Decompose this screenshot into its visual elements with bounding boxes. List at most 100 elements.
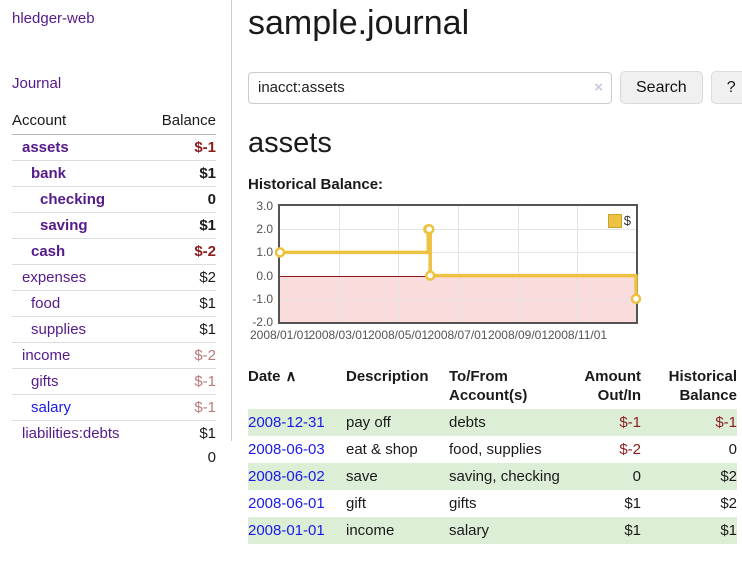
transaction-description: eat & shop — [346, 441, 418, 458]
account-link-salary[interactable]: salary — [31, 399, 72, 416]
transaction-balance: $1 — [720, 522, 737, 539]
account-link-liabilities-debts[interactable]: liabilities:debts — [22, 425, 120, 442]
main-content: sample.journal × Search ? assets Histori… — [232, 0, 742, 544]
account-link-saving[interactable]: saving — [40, 217, 88, 234]
account-link-bank[interactable]: bank — [31, 165, 67, 182]
horizontal-gridline — [280, 229, 636, 231]
account-balance: $1 — [147, 420, 216, 446]
account-link-cash[interactable]: cash — [31, 243, 66, 260]
register-header-date[interactable]: Date ∧ — [248, 365, 346, 409]
transaction-date-link[interactable]: 2008-12-31 — [248, 414, 325, 431]
legend-series-label: $ — [623, 213, 631, 228]
search-field-wrap: × — [248, 71, 612, 104]
data-point-marker — [630, 293, 642, 305]
transaction-accounts: gifts — [449, 495, 477, 512]
account-row: cash $-2 — [12, 238, 216, 265]
x-axis-label: 2008/07/01 — [427, 328, 488, 342]
register-header-date-label: Date — [248, 368, 281, 385]
vertical-gridline — [577, 206, 579, 322]
transaction-amount: $1 — [624, 495, 641, 512]
account-link-expenses[interactable]: expenses — [22, 269, 87, 286]
transaction-balance: $2 — [720, 495, 737, 512]
account-name-cell: food — [12, 290, 148, 317]
horizontal-gridline — [280, 252, 636, 254]
data-point-marker — [423, 223, 435, 235]
transaction-date-link[interactable]: 2008-06-01 — [248, 495, 325, 512]
register-table: Date ∧ Description To/From Account(s) Amo… — [248, 365, 737, 544]
account-balance: $-1 — [194, 139, 216, 156]
account-link-income[interactable]: income — [22, 347, 71, 364]
account-name-cell: salary — [12, 394, 148, 421]
account-link-assets[interactable]: assets — [22, 139, 69, 156]
sort-asc-icon: ∧ — [285, 368, 297, 385]
transaction-date-cell: 2008-12-31 — [248, 409, 346, 436]
account-balance: $1 — [147, 316, 216, 343]
account-balance: $2 — [147, 264, 216, 291]
transaction-description: gift — [346, 495, 367, 512]
account-balance: $-1 — [147, 394, 216, 421]
transaction-balance: $2 — [720, 468, 737, 485]
transaction-balance: 0 — [728, 441, 737, 458]
search-input[interactable] — [248, 71, 612, 104]
account-name-cell: supplies — [12, 316, 148, 343]
transaction-amount: 0 — [632, 468, 641, 485]
data-point-marker — [424, 270, 436, 281]
account-row: gifts $-1 — [12, 368, 216, 395]
account-link-food[interactable]: food — [31, 295, 61, 312]
register-header-description: Description — [346, 368, 429, 385]
accounts-total-row: 0 — [12, 446, 216, 470]
account-name-cell: assets — [12, 135, 148, 161]
x-axis-label: 2008/05/01 — [367, 328, 429, 342]
balance-line-svg — [274, 223, 642, 305]
transaction-date-cell: 2008-01-01 — [248, 517, 346, 544]
accounts-header-account: Account — [12, 108, 148, 135]
search-button[interactable]: Search — [620, 71, 703, 104]
transaction-row: 2008-01-01 income salary $1 $1 — [248, 517, 737, 544]
account-name-cell: income — [12, 342, 148, 369]
account-row: bank $1 — [12, 160, 216, 187]
account-row: salary $-1 — [12, 394, 216, 421]
x-axis-label: 2008/09/01 — [487, 328, 548, 342]
account-name-cell: expenses — [12, 264, 148, 291]
transaction-date-link[interactable]: 2008-06-03 — [248, 441, 325, 458]
vertical-gridline — [338, 206, 340, 322]
help-button[interactable]: ? — [710, 71, 742, 104]
accounts-tbody: assets $-1 bank $1 checking 0 saving $1 cash $-2 e… — [12, 135, 216, 446]
account-name-cell: bank — [12, 160, 148, 187]
account-name-cell: checking — [12, 186, 148, 213]
clear-search-icon[interactable]: × — [594, 78, 603, 96]
account-row: income $-2 — [12, 342, 216, 369]
account-row: expenses $2 — [12, 264, 216, 291]
transaction-amount: $1 — [624, 522, 641, 539]
transaction-date-link[interactable]: 2008-01-01 — [248, 522, 325, 539]
y-axis-label: -1.0 — [252, 291, 273, 306]
legend-series-swatch — [607, 213, 622, 228]
account-balance: $-1 — [147, 368, 216, 395]
account-balance: $1 — [147, 160, 216, 187]
transaction-row: 2008-06-02 save saving, checking 0 $2 — [248, 463, 737, 490]
transaction-accounts: food, supplies — [449, 441, 542, 458]
transaction-row: 2008-12-31 pay off debts $-1 $-1 — [248, 409, 737, 436]
sidebar-journal-link[interactable]: Journal — [12, 75, 62, 92]
data-point-marker — [274, 247, 286, 258]
account-balance: $1 — [147, 212, 216, 239]
transaction-row: 2008-06-01 gift gifts $1 $2 — [248, 490, 737, 517]
account-balance: $-2 — [147, 342, 216, 369]
account-link-gifts[interactable]: gifts — [31, 373, 59, 390]
account-link-checking[interactable]: checking — [40, 191, 106, 208]
app-title-link[interactable]: hledger-web — [12, 10, 95, 27]
transaction-date-cell: 2008-06-02 — [248, 463, 346, 490]
account-name-cell: cash — [12, 238, 148, 265]
x-axis-label: 2008/01/01 — [249, 328, 311, 342]
account-name-cell: liabilities:debts — [12, 420, 148, 446]
accounts-header-balance: Balance — [147, 108, 216, 135]
accounts-header-row: Account Balance — [12, 108, 216, 135]
account-balance: $1 — [147, 290, 216, 317]
transaction-amount: $-1 — [619, 414, 641, 431]
y-axis-label: 0.0 — [256, 268, 273, 283]
vertical-gridline — [517, 206, 519, 322]
account-link-supplies[interactable]: supplies — [31, 321, 87, 338]
vertical-gridline — [457, 206, 459, 322]
transaction-date-link[interactable]: 2008-06-02 — [248, 468, 325, 485]
sidebar: hledger-web Journal Account Balance asse… — [0, 0, 232, 544]
